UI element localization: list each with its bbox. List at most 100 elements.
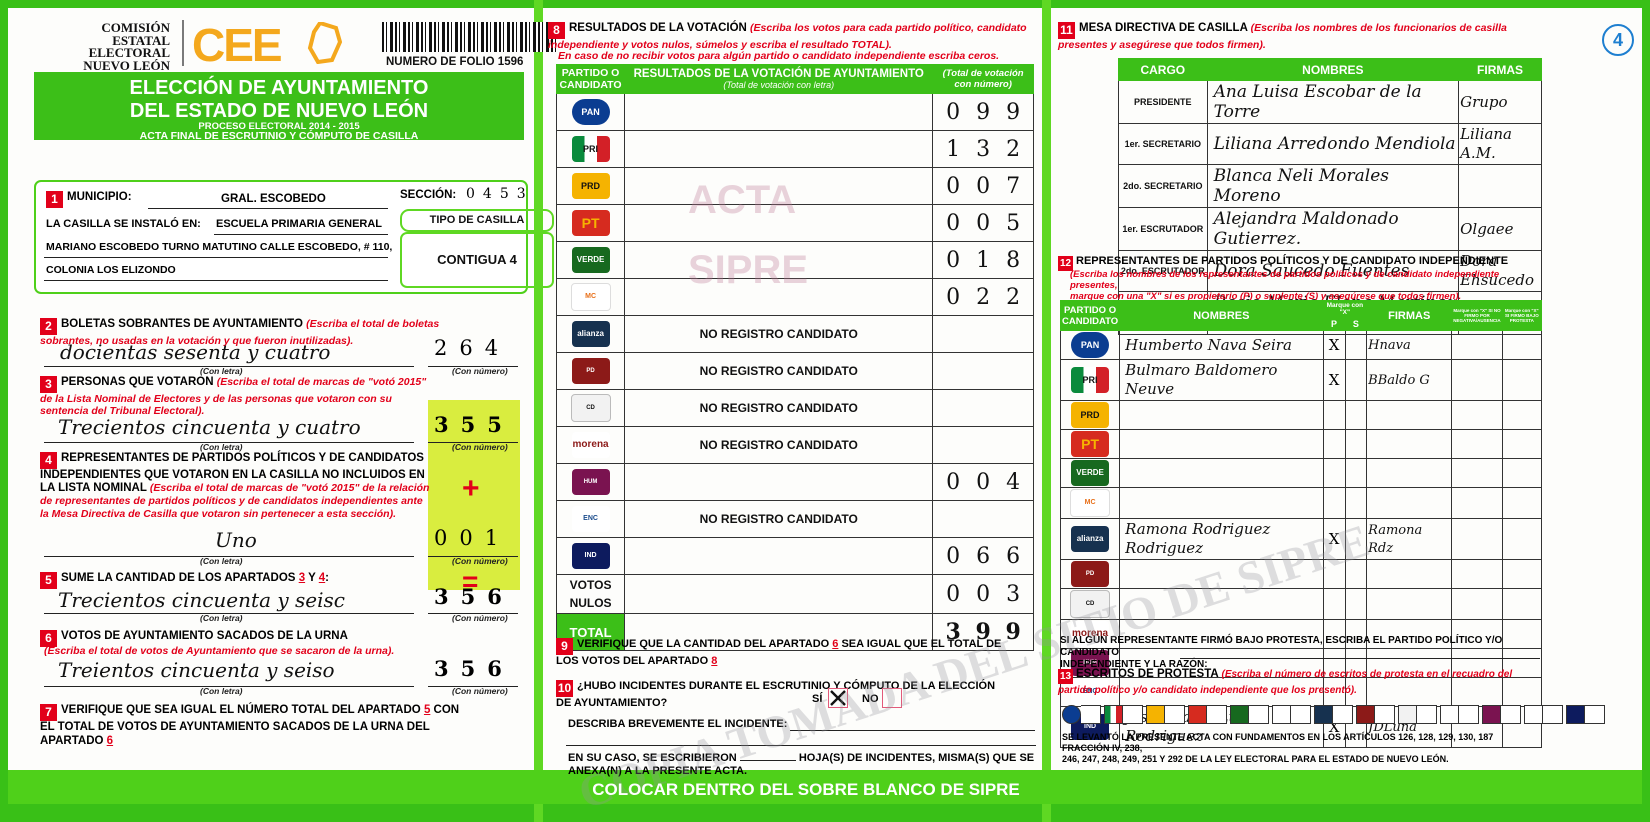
rep-s-cell[interactable] [1344, 359, 1368, 401]
firma-cell[interactable]: Dora Ehsucedo [1458, 250, 1542, 292]
no-checkbox[interactable] [882, 688, 902, 708]
rep-s-cell[interactable] [1344, 518, 1368, 560]
rep-s-cell[interactable] [1344, 588, 1368, 620]
rep-s-cell[interactable] [1344, 429, 1368, 459]
protest-count-input[interactable] [1375, 705, 1395, 724]
rep-mark2-cell[interactable] [1501, 400, 1543, 430]
protest-count-input[interactable] [1333, 705, 1353, 724]
protest-box-group[interactable] [1146, 705, 1185, 724]
protest-count-input[interactable] [1207, 705, 1227, 724]
rep-s-cell[interactable] [1344, 330, 1368, 360]
letters-cell[interactable]: NO REGISTRO CANDIDATO [624, 389, 934, 427]
rep-nombre-cell[interactable]: Ramona Rodriguez Rodriguez [1119, 518, 1324, 560]
rep-nombre-cell[interactable] [1119, 559, 1324, 589]
rep-mark2-cell[interactable] [1501, 677, 1543, 707]
number-cell[interactable] [932, 352, 1034, 390]
rep-mark2-cell[interactable] [1501, 330, 1543, 360]
protest-box-group[interactable] [1104, 705, 1143, 724]
section-4-digits[interactable]: 001 [434, 526, 510, 550]
rep-firma-cell[interactable] [1366, 487, 1453, 519]
rep-mark1-cell[interactable] [1451, 619, 1503, 649]
rep-nombre-cell[interactable] [1119, 487, 1324, 519]
protest-count-input[interactable] [1291, 705, 1311, 724]
rep-nombre-cell[interactable] [1119, 588, 1324, 620]
section-6-written[interactable]: Treientos cincuenta y seiso [58, 658, 335, 682]
letters-cell[interactable] [624, 537, 934, 575]
si-checkbox[interactable] [828, 688, 848, 708]
letters-cell[interactable]: NO REGISTRO CANDIDATO [624, 315, 934, 353]
rep-mark1-cell[interactable] [1451, 400, 1503, 430]
letters-cell[interactable] [624, 278, 934, 316]
letters-cell[interactable]: NO REGISTRO CANDIDATO [624, 426, 934, 464]
rep-mark1-cell[interactable] [1451, 359, 1503, 401]
rep-mark1-cell[interactable] [1451, 518, 1503, 560]
firma-cell[interactable]: Liliana A.M. [1458, 123, 1542, 165]
rep-firma-cell[interactable] [1366, 559, 1453, 589]
rep-mark1-cell[interactable] [1451, 588, 1503, 620]
casilla-line-2[interactable]: MARIANO ESCOBEDO TURNO MATUTINO CALLE ES… [46, 241, 393, 253]
protest-count-input[interactable] [1585, 705, 1605, 724]
rep-mark1-cell[interactable] [1451, 559, 1503, 589]
rep-mark2-cell[interactable] [1501, 559, 1543, 589]
nombre-cell[interactable]: Blanca Neli Morales Moreno [1206, 164, 1460, 208]
nombre-cell[interactable]: Ana Luisa Escobar de la Torre [1206, 80, 1460, 124]
seccion-digits[interactable]: 0453 [466, 186, 534, 202]
letters-cell[interactable]: NO REGISTRO CANDIDATO [624, 352, 934, 390]
number-cell[interactable] [932, 389, 1034, 427]
section-3-digits[interactable]: 355 [434, 412, 514, 437]
protest-box-group[interactable] [1398, 705, 1437, 724]
rep-firma-cell[interactable] [1366, 619, 1453, 649]
section-5-digits[interactable]: 356 [434, 584, 514, 609]
protest-count-input[interactable] [1501, 705, 1521, 724]
letters-cell[interactable] [624, 130, 934, 168]
protest-count-input[interactable] [1249, 705, 1269, 724]
protest-count-input[interactable] [1417, 705, 1437, 724]
rep-p-cell[interactable] [1322, 400, 1346, 430]
nombre-cell[interactable]: Liliana Arredondo Mendiola [1206, 123, 1460, 165]
tipo-casilla-value[interactable]: CONTIGUA 4 [400, 232, 554, 288]
protest-box-group[interactable] [1524, 705, 1563, 724]
rep-mark1-cell[interactable] [1451, 458, 1503, 488]
rep-p-cell[interactable]: X [1322, 518, 1346, 560]
protest-box-group[interactable] [1440, 705, 1479, 724]
rep-nombre-cell[interactable] [1119, 400, 1324, 430]
rep-firma-cell[interactable] [1366, 588, 1453, 620]
rep-firma-cell[interactable]: Hnava [1366, 330, 1453, 360]
protest-count-input[interactable] [1123, 705, 1143, 724]
rep-mark2-cell[interactable] [1501, 588, 1543, 620]
protest-box-group[interactable] [1272, 705, 1311, 724]
protest-box-group[interactable] [1230, 705, 1269, 724]
rep-p-cell[interactable] [1322, 588, 1346, 620]
escritos-protesta-boxes[interactable] [1062, 705, 1605, 724]
protest-box-group[interactable] [1482, 705, 1521, 724]
rep-p-cell[interactable] [1322, 429, 1346, 459]
rep-firma-cell[interactable] [1366, 429, 1453, 459]
rep-s-cell[interactable] [1344, 458, 1368, 488]
rep-nombre-cell[interactable]: Bulmaro Baldomero Neuve [1119, 359, 1324, 401]
letters-cell[interactable] [624, 463, 934, 501]
letters-cell[interactable] [624, 241, 934, 279]
section-3-written[interactable]: Trecientos cincuenta y cuatro [58, 415, 361, 439]
municipio-value[interactable]: GRAL. ESCOBEDO [221, 193, 326, 205]
rep-mark2-cell[interactable] [1501, 518, 1543, 560]
number-cell[interactable] [932, 315, 1034, 353]
rep-mark2-cell[interactable] [1501, 487, 1543, 519]
rep-mark2-cell[interactable] [1501, 458, 1543, 488]
rep-p-cell[interactable]: X [1322, 330, 1346, 360]
letters-cell[interactable]: NO REGISTRO CANDIDATO [624, 500, 934, 538]
rep-nombre-cell[interactable]: Humberto Nava Seira [1119, 330, 1324, 360]
hojas-blank[interactable] [739, 760, 796, 761]
firma-cell[interactable]: Grupo [1458, 80, 1542, 124]
number-cell[interactable] [932, 426, 1034, 464]
rep-p-cell[interactable] [1322, 458, 1346, 488]
rep-s-cell[interactable] [1344, 400, 1368, 430]
total-digits-cell[interactable]: 3 9 9 [932, 613, 1034, 651]
rep-nombre-cell[interactable] [1119, 648, 1324, 678]
